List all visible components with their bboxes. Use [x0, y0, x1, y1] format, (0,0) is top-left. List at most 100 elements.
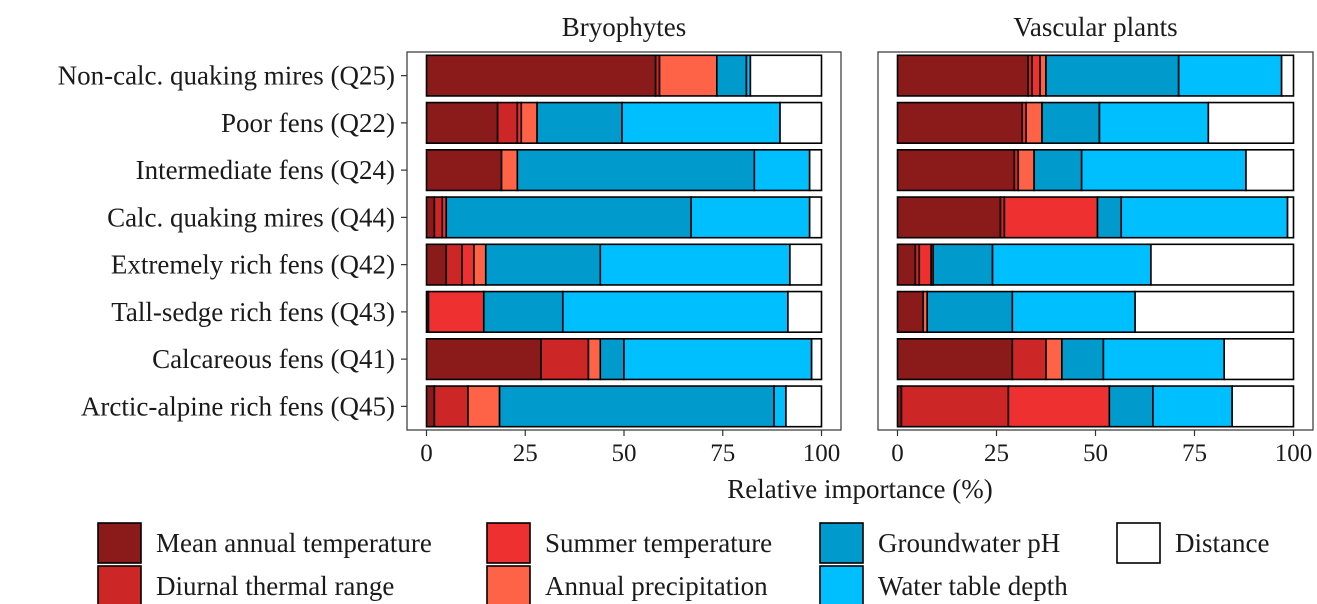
bar-segment — [716, 54, 748, 97]
bar-segment — [473, 243, 487, 286]
bar-segment — [425, 101, 499, 144]
legend: Mean annual temperature Diurnal thermal r… — [97, 522, 1269, 604]
bar-segment — [749, 54, 823, 97]
bar-segment — [520, 101, 538, 144]
bar-segment — [425, 338, 542, 381]
bar-segment — [1080, 149, 1247, 192]
x-tick-label: 75 — [1182, 440, 1207, 467]
bar-segment — [896, 243, 917, 286]
bar-segment — [896, 290, 925, 333]
legend-item: Annual precipitation — [486, 565, 768, 604]
bar-segment — [536, 101, 623, 144]
bar-segment — [1231, 385, 1295, 428]
bar-segment — [1108, 385, 1154, 428]
bar-segment — [810, 338, 823, 381]
bar-segment — [1177, 54, 1283, 97]
x-tick-label: 25 — [984, 440, 1009, 467]
legend-label: Annual precipitation — [545, 571, 768, 601]
legend-item: Summer temperature — [486, 522, 772, 564]
bar-segment — [690, 196, 811, 239]
legend-label: Summer temperature — [545, 528, 772, 558]
bar-segment — [932, 243, 994, 286]
bar-segment — [496, 101, 519, 144]
bar-segment — [1207, 101, 1295, 144]
bar-segment — [779, 101, 823, 144]
legend-item: Distance — [1116, 522, 1269, 564]
x-tick-label: 50 — [1083, 440, 1108, 467]
bar-segment — [623, 338, 813, 381]
bar-segment — [1017, 149, 1035, 192]
x-tick-label: 100 — [803, 440, 841, 467]
bar-segment — [484, 243, 602, 286]
bar-segment — [753, 149, 811, 192]
category-label: Intermediate fens (Q24) — [136, 155, 395, 185]
category-label: Arctic-alpine rich fens (Q45) — [81, 391, 395, 421]
legend-label: Distance — [1175, 528, 1269, 558]
legend-swatch — [97, 565, 142, 604]
bar-segment — [789, 243, 823, 286]
bar-segment — [896, 196, 1002, 239]
category-label: Extremely rich fens (Q42) — [111, 250, 395, 280]
legend-item: Water table depth — [819, 565, 1068, 604]
x-axis-label: Relative importance (%) — [727, 474, 992, 504]
bar-segment — [1039, 54, 1047, 97]
bar-segment — [896, 149, 1016, 192]
bar-segment — [540, 338, 590, 381]
panel-title: Vascular plants — [1013, 12, 1177, 42]
legend-swatch — [819, 522, 864, 564]
category-label: Calcareous fens (Q41) — [152, 344, 395, 374]
bar-segment — [926, 290, 1014, 333]
bar-segment — [433, 196, 444, 239]
x-tick-label: 100 — [1275, 440, 1313, 467]
bar-segment — [991, 243, 1152, 286]
legend-item: Mean annual temperature — [97, 522, 432, 564]
bar-segment — [425, 385, 436, 428]
bar-segment — [896, 338, 1014, 381]
bar-segment — [1245, 149, 1295, 192]
bar-segment — [599, 338, 625, 381]
bar-segment — [808, 149, 823, 192]
bar-segment — [918, 243, 932, 286]
panel-title: Bryophytes — [562, 12, 687, 42]
bar-segment — [896, 101, 1024, 144]
bar-segment — [599, 243, 791, 286]
bar-segment — [621, 101, 781, 144]
bar-segment — [1152, 385, 1233, 428]
legend-swatch — [819, 565, 864, 604]
bar-segment — [587, 338, 602, 381]
x-tick-label: 50 — [612, 440, 637, 467]
x-tick-label: 75 — [710, 440, 735, 467]
bar-segment — [425, 243, 448, 286]
bar-segment — [467, 385, 501, 428]
category-label: Poor fens (Q22) — [221, 108, 395, 138]
legend-item: Diurnal thermal range — [97, 565, 394, 604]
bar-segment — [1150, 243, 1295, 286]
bar-segment — [1061, 338, 1105, 381]
legend-swatch — [486, 522, 531, 564]
bar-segment — [785, 385, 823, 428]
bar-segment — [1280, 54, 1295, 97]
legend-label: Water table depth — [878, 571, 1068, 601]
bar-segment — [427, 290, 485, 333]
legend-swatch — [1116, 522, 1161, 564]
legend-label: Diurnal thermal range — [156, 571, 394, 601]
bar-segment — [1120, 196, 1289, 239]
bar-segment — [425, 149, 503, 192]
bar-segment — [1223, 338, 1295, 381]
bar-segment — [1045, 338, 1063, 381]
bar-segment — [461, 243, 475, 286]
legend-label: Groundwater pH — [878, 528, 1060, 558]
legend-label: Mean annual temperature — [156, 528, 432, 558]
bar-segment — [500, 149, 519, 192]
bar-segment — [1011, 338, 1047, 381]
bar-segment — [1025, 101, 1043, 144]
legend-item: Groundwater pH — [819, 522, 1060, 564]
bar-segment — [445, 196, 692, 239]
bar-segment — [773, 385, 787, 428]
bar-segment — [1134, 290, 1295, 333]
bar-segment — [896, 54, 1029, 97]
bar-segment — [1041, 101, 1101, 144]
bar-segment — [561, 290, 789, 333]
bar-segment — [1098, 101, 1210, 144]
